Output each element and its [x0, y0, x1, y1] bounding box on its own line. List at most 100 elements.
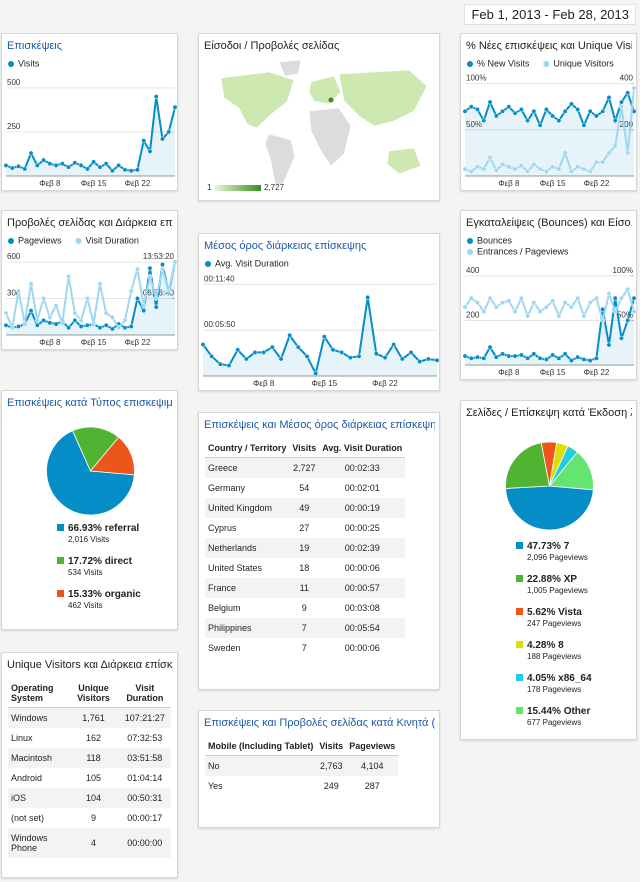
widget-title[interactable]: Προβολές σελίδας και Διάρκεια επί...	[7, 217, 173, 229]
legend-item: 22.88% XP 1,005 Pageviews	[516, 574, 588, 595]
table-row: United States 18 00:00:06	[205, 558, 405, 578]
header-row: Operating System Unique Visitors Visit Dur…	[8, 679, 171, 708]
legend-label: organic	[104, 589, 141, 600]
point	[512, 309, 518, 314]
point	[568, 358, 574, 363]
pie-slice	[72, 426, 120, 472]
point	[568, 101, 574, 107]
widget: Μέσος όρος διάρκειας επίσκεψης Avg. Visit…	[198, 233, 440, 391]
point	[543, 168, 549, 174]
line	[464, 90, 635, 128]
point	[518, 295, 524, 301]
legend-line: 66.93% referral	[57, 523, 139, 534]
point	[417, 359, 423, 365]
table-cell: 49	[289, 498, 320, 518]
point	[53, 303, 59, 309]
point	[475, 107, 480, 112]
legend-value: 47.73%	[527, 541, 561, 552]
point	[525, 168, 531, 174]
table-row: Linux 162 07:32:53	[8, 728, 171, 748]
point	[518, 163, 524, 169]
point	[587, 108, 593, 114]
point	[78, 317, 84, 323]
country-region	[308, 107, 352, 167]
point	[97, 325, 103, 331]
point	[408, 349, 414, 355]
table-cell: 162	[86, 733, 102, 743]
point	[66, 274, 72, 279]
point	[84, 295, 90, 301]
point	[487, 99, 493, 105]
widget-title[interactable]: Unique Visitors και Διάρκεια επίσκ...	[7, 659, 173, 671]
point	[543, 356, 549, 362]
point	[593, 113, 599, 119]
point	[269, 344, 275, 350]
point	[116, 162, 122, 168]
point	[606, 291, 612, 297]
widget-title[interactable]: Επισκέψεις και Μέσος όρος διάρκειας επίσ…	[204, 419, 435, 431]
point	[481, 166, 487, 172]
point	[434, 357, 439, 363]
point	[468, 355, 474, 361]
widget: Προβολές σελίδας και Διάρκεια επί... Page…	[1, 210, 178, 350]
point	[53, 162, 59, 168]
point	[47, 320, 53, 326]
table-cell: 54	[299, 483, 310, 493]
legend-item: 15.44% Other 677 Pageviews	[516, 706, 590, 727]
point	[606, 95, 612, 100]
y2-tick-label: 100%	[613, 266, 633, 275]
pie-slice	[46, 430, 135, 516]
point	[321, 334, 327, 340]
point	[500, 108, 506, 114]
widget-title[interactable]: Επισκέψεις	[7, 40, 63, 52]
point	[493, 304, 499, 310]
widget-title[interactable]: Μέσος όρος διάρκειας επίσκεψης	[204, 240, 367, 252]
table-row: Philippines 7 00:05:54	[205, 618, 406, 638]
widget-title[interactable]: Εγκαταλείψεις (Bounces) και Είσο...	[466, 217, 632, 229]
y-tick-label: 400	[466, 266, 480, 275]
widget-title[interactable]: Είσοδοι / Προβολές σελίδας	[204, 40, 340, 52]
y-tick-label: 600	[7, 252, 21, 261]
widget-title[interactable]: Σελίδες / Επίσκεψη κατά Έκδοση λ...	[466, 407, 632, 419]
point	[587, 358, 593, 363]
widget-title[interactable]: % Νέες επισκέψεις και Unique Visitors	[466, 40, 632, 52]
widget-title[interactable]: Επισκέψεις κατά Τύπος επισκεψιμ...	[7, 397, 173, 409]
legend-value: 15.44%	[527, 706, 561, 717]
point	[97, 281, 103, 287]
table-head: Country / Territory Visits Avg. Visit Dura…	[205, 439, 406, 458]
table-row: Greece 2,727 00:02:33	[205, 457, 406, 478]
table-row: (not set) 9 00:00:17	[8, 808, 171, 828]
point	[462, 304, 468, 310]
line	[202, 297, 438, 377]
column-header: Unique Visitors	[68, 679, 119, 708]
point	[122, 325, 128, 331]
table-row: Netherlands 19 00:02:39	[205, 538, 406, 558]
widget-title[interactable]: Επισκέψεις και Προβολές σελίδας κατά Κιν…	[204, 717, 435, 729]
date-range[interactable]: Feb 1, 2013 - Feb 28, 2013	[464, 4, 636, 25]
point	[500, 162, 506, 167]
point	[66, 164, 72, 170]
table-cell: France	[205, 578, 290, 598]
point	[468, 104, 474, 110]
legend-marker	[75, 238, 82, 244]
legend-line: 4.05% x86_64	[516, 673, 592, 684]
point	[41, 317, 47, 323]
point	[550, 298, 556, 304]
point	[562, 300, 568, 306]
widget: Επισκέψεις και Μέσος όρος διάρκειας επίσ…	[198, 412, 440, 690]
area	[465, 298, 634, 365]
data-table: Mobile (Including Tablet) Visits Pageviews…	[205, 737, 399, 796]
point	[47, 161, 53, 167]
country-region	[278, 59, 302, 77]
column-header: Visits	[289, 439, 320, 458]
x-tick-label: Φεβ 8	[253, 379, 275, 388]
point	[41, 157, 47, 163]
table-cell: United States	[208, 563, 263, 573]
point	[16, 324, 21, 329]
column-header: Operating System	[8, 679, 69, 708]
table-cell: 00:02:33	[319, 457, 406, 478]
scale-min: 1	[207, 183, 212, 192]
legend-item: 4.28% 8 188 Pageviews	[516, 640, 581, 661]
point	[525, 355, 531, 361]
point	[209, 353, 215, 359]
